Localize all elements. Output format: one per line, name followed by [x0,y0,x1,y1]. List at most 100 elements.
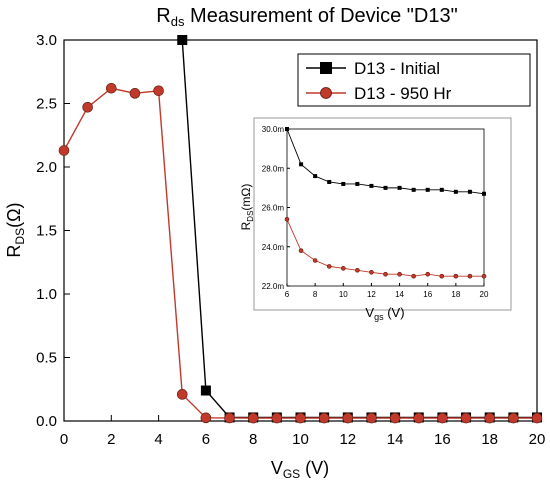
data-point-square [327,179,332,184]
y-tick-label: 24.0m [262,243,285,252]
data-point-square [285,127,289,131]
data-point-square [482,191,486,196]
data-point-circle [467,273,473,279]
data-point-square [397,185,402,190]
data-point-square [383,185,388,190]
x-tick-label: 12 [339,431,356,448]
legend-box [297,53,531,107]
data-point-circle [58,145,70,156]
y-axis-label: RDS(Ω) [4,202,27,257]
data-point-circle [284,216,290,222]
x-tick-label: 16 [423,290,432,299]
data-point-circle [366,412,377,424]
y-tick-label: 26.0m [262,204,285,213]
data-point-circle [481,273,487,279]
x-tick-label: 10 [339,290,348,299]
x-tick-label: 20 [480,290,489,299]
x-tick-label: 8 [313,290,318,299]
data-point-circle [106,82,117,94]
data-point-square [411,187,416,192]
data-point-circle [298,248,304,253]
legend-marker-950hr [320,87,332,99]
legend-label-initial: D13 - Initial [354,59,440,78]
chart-title: Rds Measurement of Device "D13" [156,5,457,29]
data-point-square [341,181,346,186]
y-tick-label: 0.5 [36,350,57,367]
x-tick-label: 0 [60,431,68,448]
data-point-square [177,35,188,45]
legend: D13 - Initial D13 - 950 Hr [297,53,531,107]
data-point-circle [82,102,93,113]
data-point-circle [411,273,416,279]
data-point-circle [484,412,496,424]
data-point-square [439,187,444,192]
data-point-circle [453,273,459,279]
data-point-square [425,187,430,192]
data-point-square [313,174,318,179]
legend-marker-initial [320,62,332,74]
x-tick-label: 12 [367,290,376,299]
data-point-square [369,183,374,188]
x-tick-label: 14 [387,431,404,448]
data-point-circle [439,273,445,279]
data-point-circle [318,412,330,424]
y-tick-label: 22.0m [262,282,285,291]
data-point-circle [271,412,283,424]
x-tick-label: 10 [292,431,309,448]
legend-label-950hr: D13 - 950 Hr [354,84,452,103]
data-point-circle [312,258,318,263]
x-tick-label: 14 [395,290,404,299]
data-point-circle [326,264,332,269]
data-point-circle [176,389,188,400]
main-series [58,35,543,424]
inset-plot-area [286,128,485,287]
data-point-circle [369,269,374,275]
y-tick-label: 1.0 [36,286,57,303]
data-point-circle [508,412,519,424]
data-point-circle [295,412,306,424]
x-tick-label: 2 [107,431,115,448]
x-axis-label: VGS (V) [271,458,329,481]
data-point-circle [383,271,388,277]
data-point-square [355,181,360,186]
inset-series [284,127,487,279]
data-point-circle [200,412,212,424]
data-point-circle [342,412,354,424]
data-point-square [299,162,304,167]
data-point-circle [397,271,402,277]
inset-ticks: 6 8 10 12 14 16 18 20 22.0m 24.0m 26.0m 28.0m 30.0m [262,125,489,299]
data-point-circle [389,412,401,424]
x-tick-label: 4 [154,431,162,448]
inset-x-axis-label: Vgs (V) [365,305,404,322]
inset-y-axis-label: RDS(mΩ) [239,184,255,231]
data-point-circle [413,412,425,424]
x-tick-label: 8 [249,431,257,448]
data-point-circle [340,266,346,271]
y-tick-label: 2.5 [36,96,57,113]
y-tick-label: 0.0 [36,413,57,430]
data-point-square [467,189,472,194]
main-ticks: 0 2 4 6 8 10 12 14 16 18 20 0.0 0.5 1.0 1.5 2.0 2.5 3.0 [36,32,545,448]
data-point-circle [153,85,164,97]
y-tick-label: 1.5 [36,223,57,240]
data-point-circle [437,412,448,424]
y-tick-label: 28.0m [262,164,285,173]
data-point-circle [460,412,472,424]
x-tick-label: 20 [529,431,546,448]
data-point-circle [224,412,235,424]
data-point-circle [531,412,543,424]
y-tick-label: 30.0m [262,125,285,134]
data-point-circle [129,88,141,99]
y-tick-label: 2.0 [36,159,57,176]
x-tick-label: 6 [202,431,210,448]
data-point-circle [355,267,360,273]
data-point-square [453,189,458,194]
x-tick-label: 18 [481,431,498,448]
x-tick-label: 16 [434,431,451,448]
y-tick-label: 3.0 [36,32,57,49]
data-point-circle [247,412,259,424]
x-tick-label: 6 [285,290,290,299]
data-point-square [200,385,211,396]
x-tick-label: 18 [451,290,460,299]
